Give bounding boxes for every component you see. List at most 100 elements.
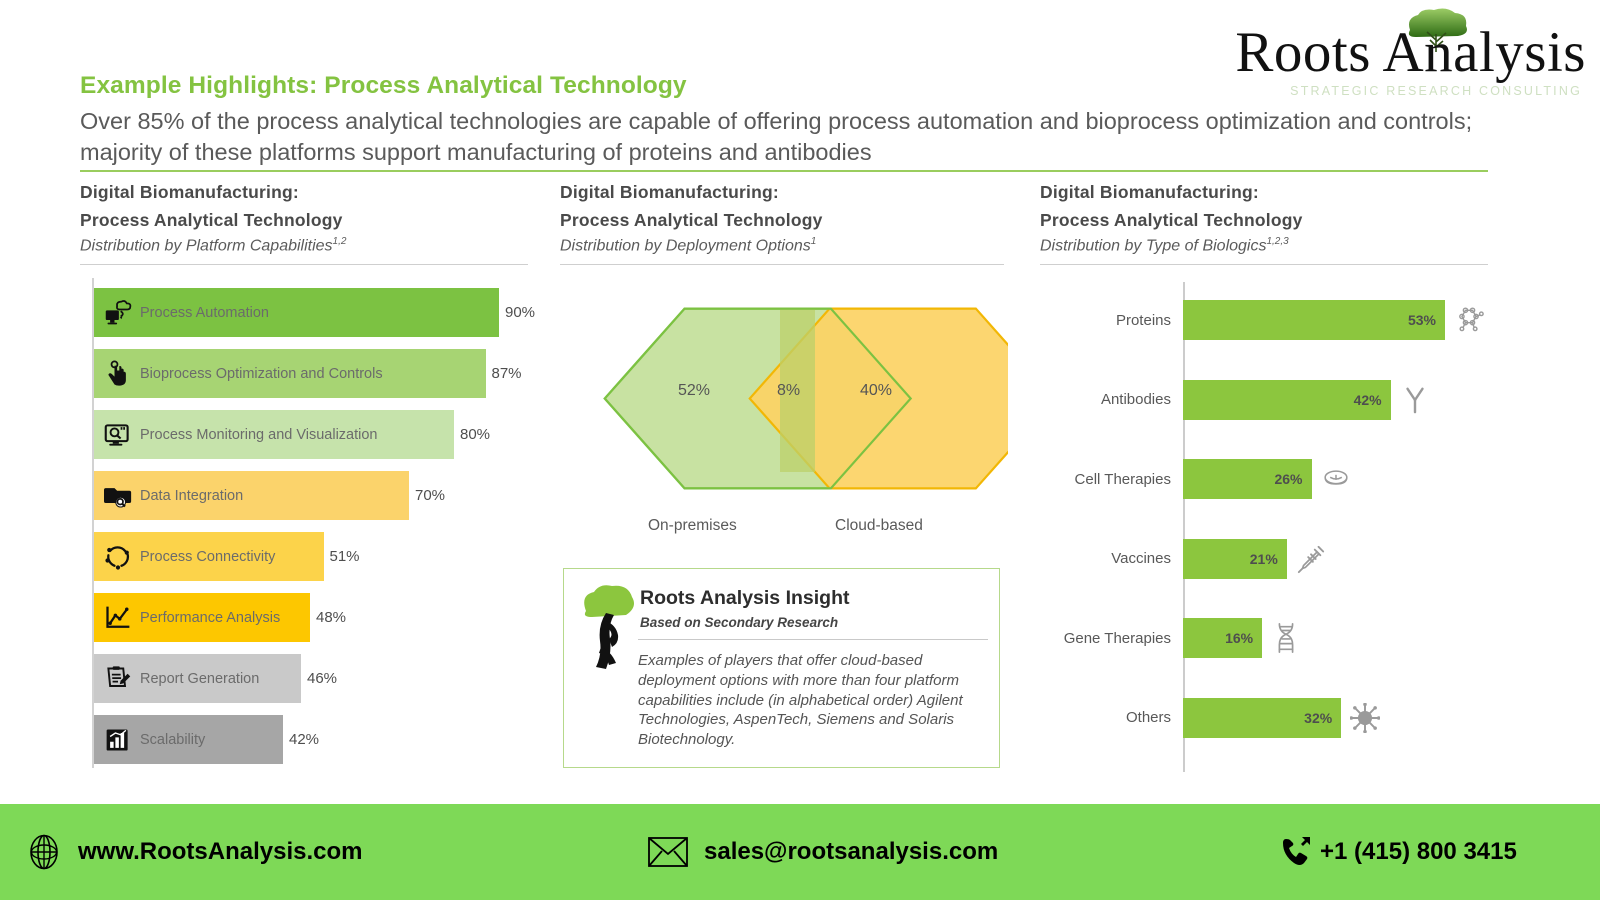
venn-hexagon-left-outline	[603, 307, 913, 490]
biologics-bar: 26%	[1183, 459, 1312, 499]
panel-title-line-1: Digital Biomanufacturing:	[80, 182, 299, 202]
panel-title-line-2: Process Analytical Technology	[80, 210, 343, 230]
biologics-bar: 32%	[1183, 697, 1342, 738]
biologics-bar: 42%	[1183, 379, 1391, 420]
panel-subtitle-footnote: 1,2	[332, 236, 347, 247]
capability-value: 80%	[460, 426, 491, 443]
capability-label: Process Automation	[140, 304, 269, 321]
capability-row: Scalability 42%	[94, 715, 319, 764]
capability-bar: Process Monitoring and Visualization	[94, 410, 454, 459]
logo-tagline: STRATEGIC RESEARCH CONSULTING	[1290, 84, 1582, 98]
capability-value: 87%	[491, 365, 522, 382]
venn-label-cloud-based: Cloud-based	[835, 517, 923, 534]
panel-subtitle: Distribution by Type of Biologics1,2,3	[1040, 236, 1488, 255]
envelope-icon	[648, 836, 688, 868]
report-clipboard-icon	[100, 665, 136, 693]
venn-label-on-premises: On-premises	[648, 517, 737, 534]
tree-icon	[1408, 8, 1467, 52]
capability-row: Process Connectivity 51%	[94, 532, 360, 581]
logo-wordmark: Roots Analysis	[1235, 21, 1586, 84]
phone-icon	[1280, 835, 1314, 869]
venn-value-on-premises: 52%	[678, 382, 711, 399]
capability-bar: Report Generation	[94, 654, 301, 703]
footer-email[interactable]: sales@rootsanalysis.com	[648, 836, 998, 868]
panel-divider	[80, 264, 528, 266]
biologics-label: Gene Therapies	[1063, 629, 1171, 647]
capability-value: 46%	[307, 670, 338, 687]
biologics-row: Antibodies 42%	[1040, 379, 1435, 420]
protein-molecule-icon	[1449, 300, 1489, 340]
capability-value: 42%	[289, 731, 320, 748]
panel-title-line-2: Process Analytical Technology	[1040, 210, 1303, 230]
panel-subtitle-text: Distribution by Type of Biologics	[1040, 237, 1267, 255]
panel-subtitle-text: Distribution by Deployment Options	[560, 237, 811, 255]
capability-bar: Scalability	[94, 715, 283, 764]
panel-title-line-2: Process Analytical Technology	[560, 210, 823, 230]
process-automation-icon	[100, 299, 136, 327]
biologics-row: Vaccines 21%	[1040, 538, 1331, 579]
panel-divider	[1040, 264, 1488, 266]
panel-title-line-1: Digital Biomanufacturing:	[1040, 182, 1259, 202]
capability-value: 90%	[505, 304, 536, 321]
data-folder-icon	[100, 482, 136, 510]
biologics-value: 32%	[1304, 709, 1333, 726]
capability-bar: Process Automation	[94, 288, 499, 337]
insight-body-text: Examples of players that offer cloud-bas…	[638, 652, 963, 749]
capability-row: Data Integration 70%	[94, 471, 445, 520]
panel-subtitle: Distribution by Platform Capabilities1,2	[80, 236, 528, 255]
venn-svg	[603, 307, 1058, 490]
biologics-value: 42%	[1353, 391, 1382, 408]
page-title: Example Highlights: Process Analytical T…	[80, 72, 687, 99]
cell-therapy-icon	[1316, 459, 1356, 499]
footer-phone-label: +1 (415) 800 3415	[1320, 838, 1517, 865]
biologics-row: Proteins 53%	[1040, 300, 1489, 340]
capability-label: Performance Analysis	[140, 609, 281, 626]
capability-label: Bioprocess Optimization and Controls	[140, 365, 383, 382]
capability-value: 48%	[316, 609, 347, 626]
footer-phone[interactable]: +1 (415) 800 3415	[1280, 835, 1517, 869]
capabilities-bar-chart: Process Automation 90% Bioprocess Optimiza…	[80, 278, 540, 768]
footer-bar: www.RootsAnalysis.com sales@rootsanalysi…	[0, 804, 1600, 900]
scalability-bars-icon	[100, 726, 136, 754]
capability-value: 51%	[329, 548, 360, 565]
panel-heading-deployment: Digital Biomanufacturing: Process Analyt…	[560, 178, 1004, 266]
virus-icon	[1345, 698, 1385, 738]
capability-label: Report Generation	[140, 670, 260, 687]
capability-bar: Data Integration	[94, 471, 409, 520]
capability-label: Scalability	[140, 731, 206, 748]
biologics-bar: 21%	[1183, 538, 1287, 579]
venn-overlap-region	[780, 308, 815, 472]
biologics-label: Antibodies	[1100, 391, 1171, 408]
biologics-value: 53%	[1407, 312, 1436, 328]
biologics-value: 21%	[1249, 550, 1278, 567]
footer-website-label: www.RootsAnalysis.com	[78, 838, 363, 865]
panel-subtitle-text: Distribution by Platform Capabilities	[80, 237, 333, 255]
panel-divider	[560, 264, 1004, 266]
capability-value: 70%	[415, 487, 446, 504]
capability-row: Process Automation 90%	[94, 288, 535, 337]
insight-title: Roots Analysis Insight	[640, 587, 850, 609]
venn-value-overlap: 8%	[777, 382, 801, 399]
biologics-label: Others	[1125, 709, 1171, 726]
footer-email-label: sales@rootsanalysis.com	[704, 838, 999, 865]
footer-website[interactable]: www.RootsAnalysis.com	[26, 834, 363, 870]
capability-row: Performance Analysis 48%	[94, 593, 346, 642]
capability-bar: Performance Analysis	[94, 593, 310, 642]
biologics-label: Vaccines	[1111, 550, 1171, 567]
biologics-label: Cell Therapies	[1074, 470, 1171, 488]
antibody-icon	[1395, 380, 1435, 420]
capability-label: Process Connectivity	[140, 548, 276, 565]
globe-icon	[26, 834, 62, 870]
biologics-row: Gene Therapies 16%	[1040, 618, 1306, 658]
capability-label: Data Integration	[140, 487, 244, 504]
capability-row: Process Monitoring and Visualization 80%	[94, 410, 490, 459]
dna-helix-icon	[1266, 618, 1306, 658]
tree-icon	[584, 585, 634, 669]
chart-axis-line	[1183, 282, 1185, 772]
biologics-row: Cell Therapies 26%	[1040, 459, 1356, 499]
biologics-row: Others 32%	[1040, 697, 1385, 738]
header-divider	[80, 170, 1488, 172]
biologics-value: 26%	[1274, 471, 1303, 487]
roots-analysis-logo: Roots Analysis STRATEGIC RESEARCH CONSUL…	[1186, 4, 1586, 102]
